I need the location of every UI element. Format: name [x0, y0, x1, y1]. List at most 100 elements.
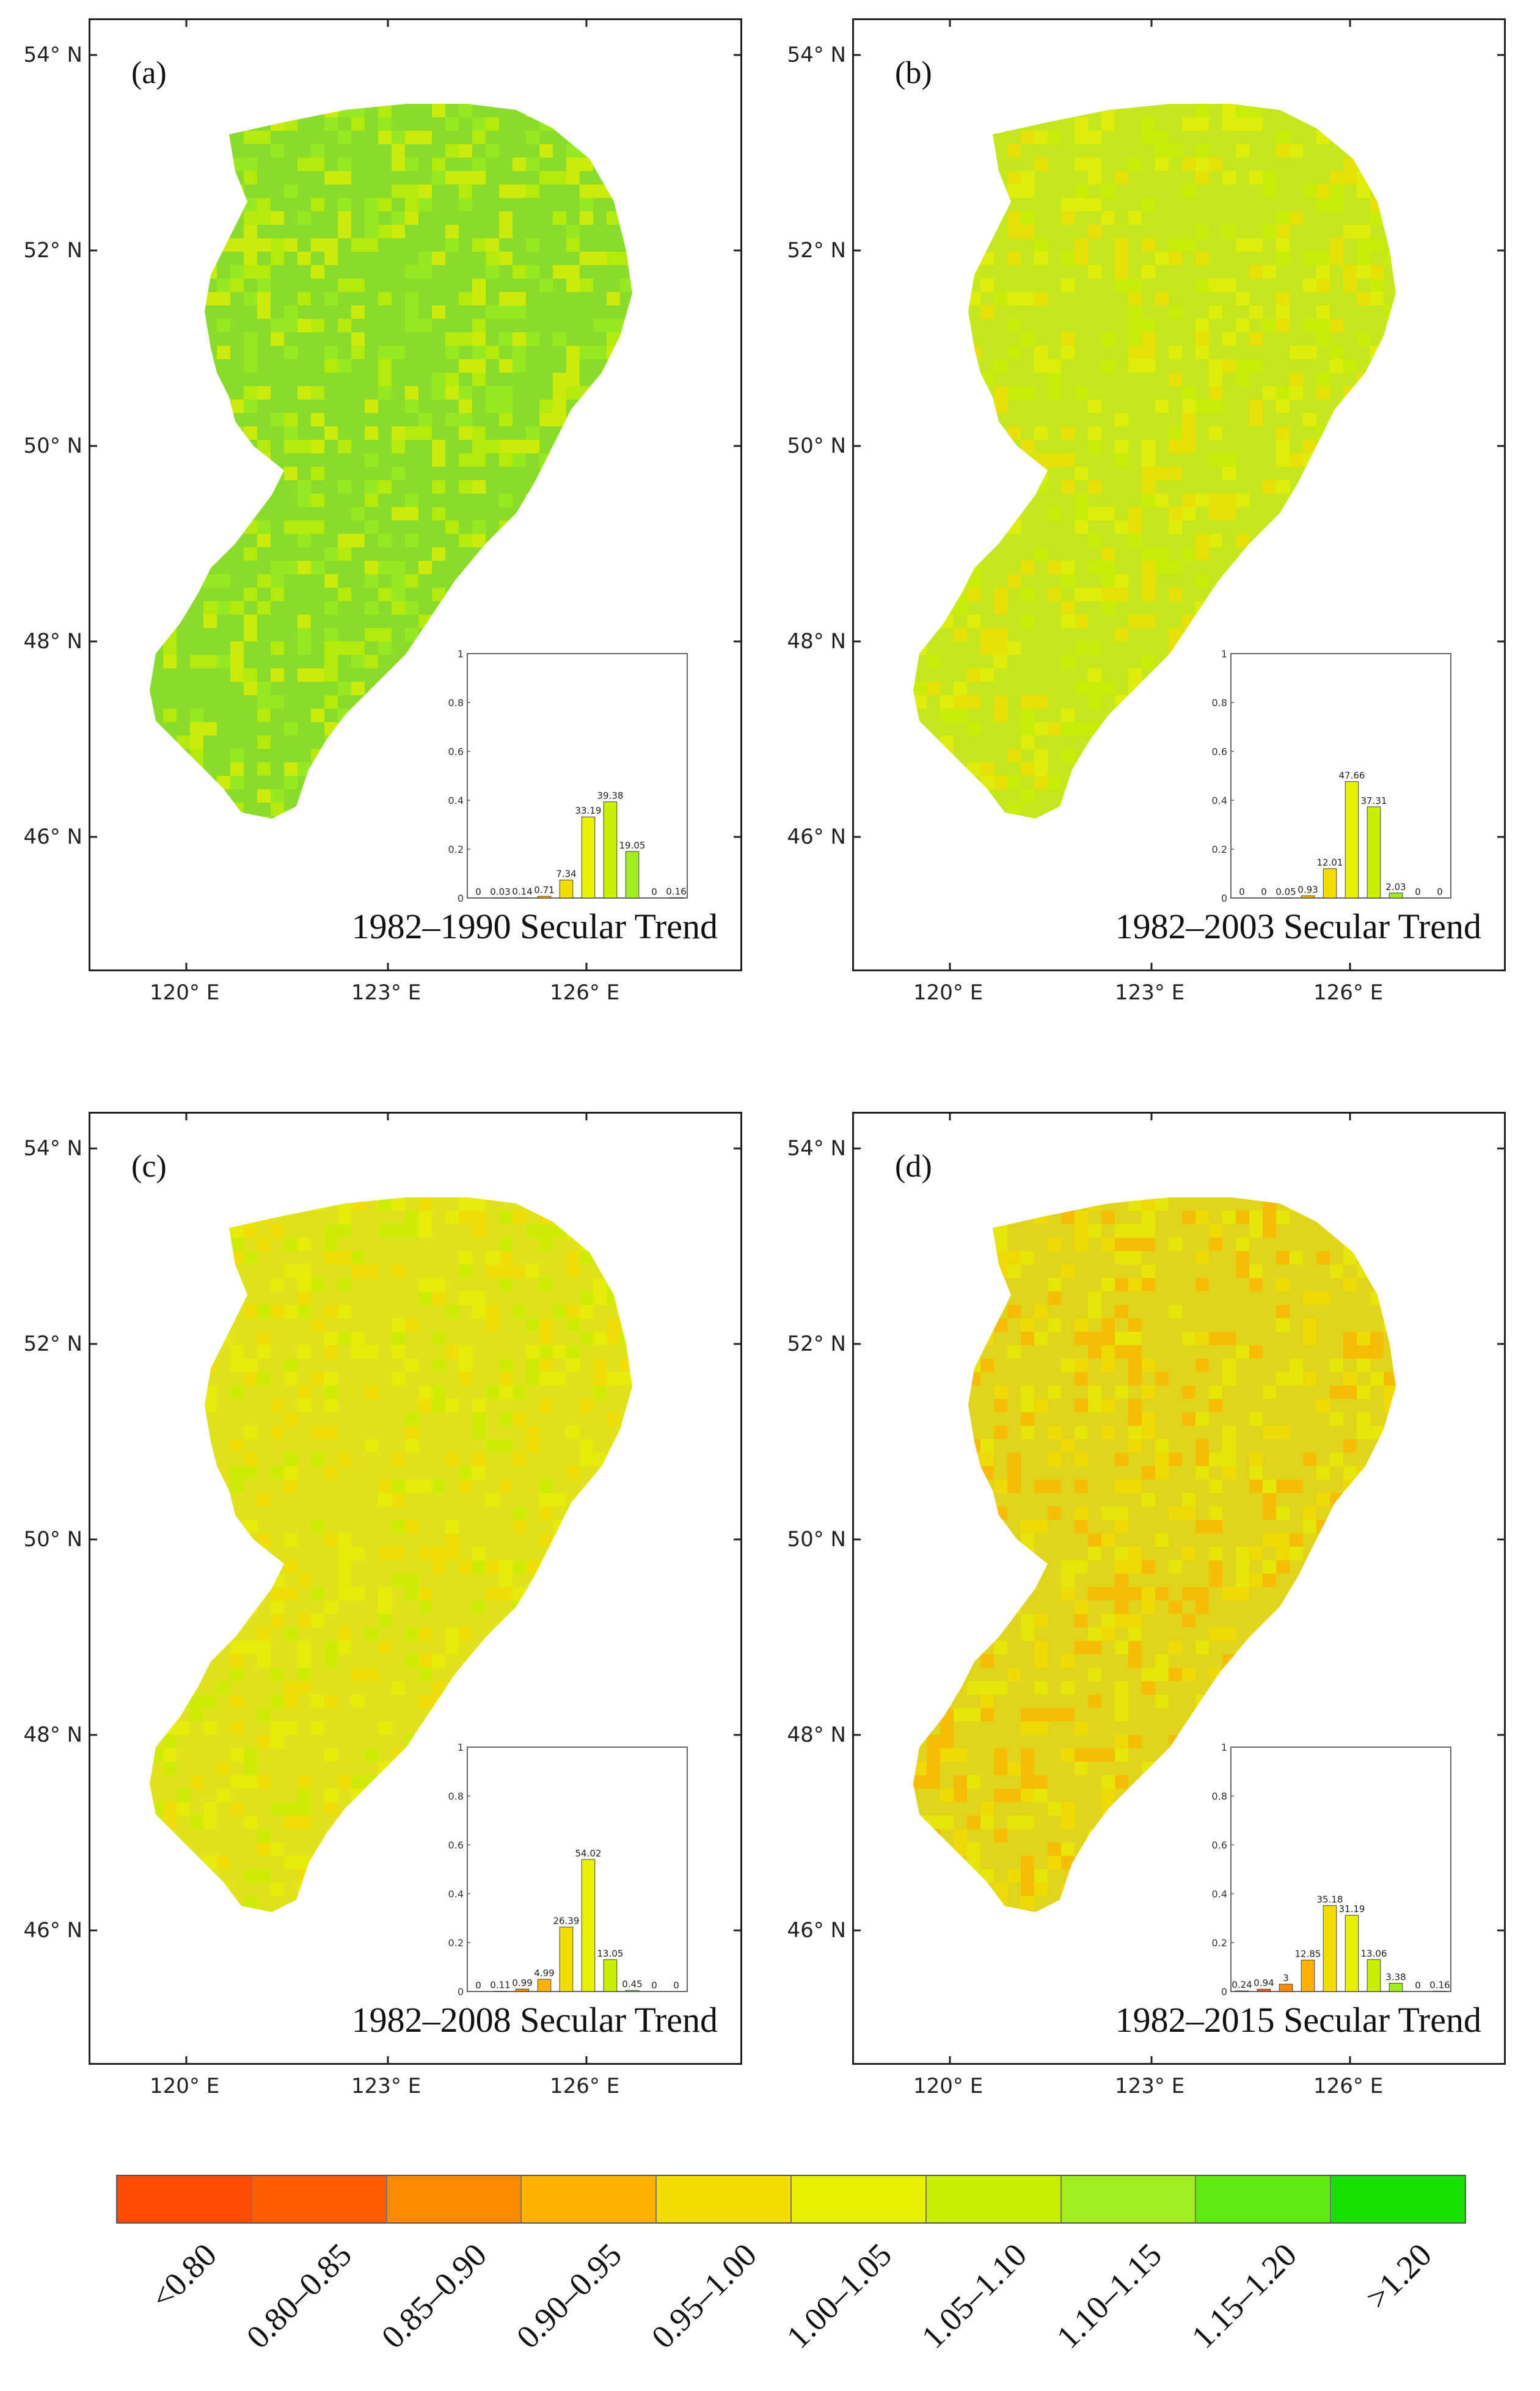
- histogram-bar-label: 0.03: [490, 886, 510, 897]
- inset-y-tick: 0.6: [1212, 746, 1227, 757]
- histogram-bar: [669, 897, 684, 899]
- histogram-bar: [515, 897, 530, 899]
- latitude-label: 54° N: [787, 43, 846, 67]
- inset-y-tick: 0.8: [448, 1791, 464, 1802]
- histogram-bar-label: 13.06: [1361, 1948, 1387, 1959]
- histogram-bar-label: 0.05: [1275, 886, 1296, 897]
- panel-label: (a): [131, 56, 167, 90]
- colorbar-swatch: [926, 2176, 1062, 2222]
- longitude-label: 120° E: [150, 2074, 220, 2098]
- histogram-bar-label: 0: [1415, 886, 1421, 897]
- histogram-bar: [1301, 895, 1315, 899]
- colorbar: [116, 2175, 1466, 2224]
- histogram-bar-label: 2.03: [1385, 882, 1406, 893]
- colorbar-class-label: 1.10–1.15: [1049, 2236, 1169, 2356]
- latitude-label: 46° N: [787, 825, 846, 849]
- histogram-bar-label: 13.05: [597, 1948, 624, 1959]
- panel-label: (c): [131, 1149, 167, 1184]
- latitude-label: 54° N: [23, 43, 82, 67]
- colorbar-swatch: [252, 2176, 387, 2222]
- inset-y-tick: 1: [1221, 1742, 1227, 1753]
- histogram-bar-label: 3.38: [1385, 1971, 1406, 1982]
- inset-y-tick: 0: [1221, 1986, 1227, 1998]
- inset-y-tick: 0.4: [448, 795, 464, 806]
- map-panel-a: 54° N 52° N 50° N 48° N 46° N 120° E 123° E 126…: [23, 18, 742, 1005]
- histogram-bar-label: 12.01: [1317, 857, 1343, 868]
- histogram-bar-label: 0.71: [534, 885, 554, 896]
- colorbar-class-label: 1.15–1.20: [1184, 2236, 1304, 2356]
- histogram-bar: [1323, 1905, 1337, 1992]
- histogram-bar: [1389, 1982, 1403, 1992]
- histogram-bar-label: 0.24: [1232, 1979, 1252, 1990]
- inset-y-tick: 0.2: [1212, 844, 1227, 855]
- histogram-bar-label: 0.99: [512, 1977, 532, 1988]
- latitude-label: 52° N: [787, 1332, 846, 1356]
- inset-y-tick: 0: [458, 893, 464, 904]
- inset-y-tick: 0.8: [1212, 1791, 1227, 1802]
- histogram-bar: [603, 801, 618, 899]
- histogram-bar: [581, 816, 596, 899]
- histogram-bar-label: 39.38: [597, 790, 624, 801]
- histogram-bar: [515, 1988, 530, 1992]
- histogram-bar-label: 26.39: [553, 1915, 580, 1926]
- histogram-bar-label: 19.05: [619, 840, 646, 851]
- inset-y-tick: 0.4: [448, 1888, 464, 1900]
- longitude-label: 126° E: [550, 980, 620, 1005]
- histogram-bar: [1345, 781, 1359, 899]
- histogram-bar-label: 0.14: [512, 886, 532, 897]
- inset-y-tick: 0.2: [448, 1937, 464, 1949]
- histogram-bar: [1345, 1915, 1359, 1992]
- inset-y-tick: 0: [458, 1986, 464, 1998]
- panel-caption: 1982–2003 Secular Trend: [1115, 907, 1481, 946]
- inset-y-tick: 1: [458, 1742, 464, 1753]
- inset-y-tick: 0.8: [1212, 697, 1227, 709]
- latitude-label: 48° N: [787, 1723, 846, 1747]
- histogram-bar-label: 0: [475, 886, 481, 897]
- latitude-label: 54° N: [23, 1136, 82, 1161]
- histogram-bar-label: 0: [1261, 886, 1267, 897]
- histogram-bar-label: 7.34: [556, 869, 576, 880]
- colorbar-class-label: 0.90–0.95: [509, 2236, 629, 2356]
- histogram-bar-label: 35.18: [1317, 1894, 1343, 1905]
- longitude-label: 126° E: [550, 2074, 620, 2098]
- histogram-bar-label: 12.85: [1295, 1949, 1321, 1960]
- histogram-bar-label: 0.94: [1254, 1977, 1274, 1988]
- inset-y-tick: 0.8: [448, 697, 464, 709]
- histogram-bar-label: 37.31: [1361, 795, 1387, 806]
- latitude-label: 50° N: [23, 1527, 82, 1552]
- panel-label: (b): [895, 56, 932, 90]
- histogram-inset: 10.80.60.40.200 0.03 0.14 0.717.3433.1939.3…: [448, 648, 688, 904]
- histogram-bar-label: 0.93: [1297, 884, 1318, 895]
- histogram-bar: [1257, 1988, 1271, 1992]
- histogram-bar: [537, 896, 552, 899]
- longitude-label: 120° E: [913, 980, 983, 1005]
- inset-y-tick: 0.6: [448, 1839, 464, 1851]
- inset-y-tick: 1: [458, 648, 464, 660]
- histogram-bar: [1279, 1984, 1293, 1992]
- histogram-bar: [559, 1926, 574, 1992]
- panel-caption: 1982–1990 Secular Trend: [351, 907, 718, 946]
- map-panel-d: 54° N 52° N 50° N 48° N 46° N 120° E 123° E 126…: [787, 1112, 1506, 2098]
- histogram-bar-label: 0.16: [666, 886, 686, 897]
- latitude-label: 48° N: [23, 1723, 82, 1747]
- latitude-label: 52° N: [23, 1332, 82, 1356]
- colorbar-class-label: 1.05–1.10: [914, 2236, 1034, 2356]
- histogram-bar-label: 31.19: [1339, 1904, 1365, 1915]
- histogram-bar: [1367, 1959, 1381, 1992]
- map-panel-b: 54° N 52° N 50° N 48° N 46° N 120° E 123° E 126…: [787, 18, 1506, 1005]
- panel-caption: 1982–2008 Secular Trend: [351, 2000, 718, 2040]
- longitude-label: 126° E: [1313, 980, 1384, 1005]
- inset-y-tick: 0.6: [1212, 1839, 1227, 1851]
- histogram-bar-label: 0: [651, 886, 657, 897]
- histogram-bar: [1301, 1960, 1315, 1992]
- latitude-label: 50° N: [787, 434, 846, 458]
- inset-y-tick: 0.2: [1212, 1937, 1227, 1949]
- histogram-bar-label: 0: [1437, 886, 1443, 897]
- longitude-label: 123° E: [351, 2074, 421, 2098]
- histogram-bar-label: 0.16: [1429, 1979, 1450, 1990]
- longitude-label: 126° E: [1313, 2074, 1384, 2098]
- colorbar-swatch: [791, 2176, 927, 2222]
- latitude-label: 52° N: [23, 238, 82, 263]
- study-region-map: [89, 18, 742, 971]
